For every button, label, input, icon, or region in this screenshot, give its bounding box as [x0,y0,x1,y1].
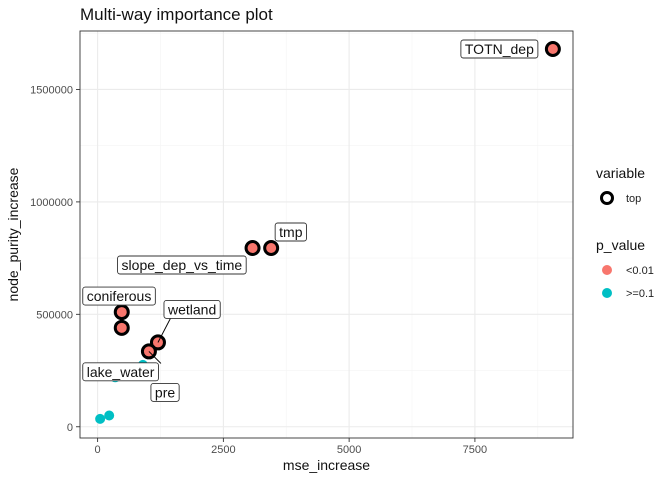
x-tick-label: 5000 [337,444,361,456]
y-axis-title: node_purity_increase [5,167,21,301]
plot-panel [80,31,573,438]
legend-label-p-lt-001: <0.01 [626,265,654,277]
x-tick-label: 2500 [211,444,235,456]
label-text: TOTN_dep [465,41,534,57]
x-tick-label: 7500 [463,444,487,456]
legend-title-p-value: p_value [596,237,645,253]
y-tick-label: 1000000 [30,197,73,209]
point-label-slope_dep_vs_time: slope_dep_vs_time [117,255,247,275]
label-box [82,362,159,382]
legend-label-p-ge-01: >=0.1 [626,288,654,300]
label-box [150,382,180,402]
point-label-tmp: tmp [274,222,307,242]
point-label-TOTN_dep: TOTN_dep [460,39,539,59]
y-tick-label: 1500000 [30,84,73,96]
panel-background [80,31,573,438]
point-label-wetland: wetland [157,299,221,343]
label-box [274,222,307,242]
point-label-lake_water: lake_water [82,362,159,382]
y-tick-label: 0 [67,422,73,434]
label-box [163,299,221,319]
label-box [82,286,156,306]
legend-key-p-ge-01 [602,288,612,298]
y-tick-label: 500000 [36,309,73,321]
x-axis-ticks: 0 2500 5000 7500 [95,438,487,456]
data-point-top-slope_dep_vs_time [244,239,261,256]
x-tick-label: 0 [95,444,101,456]
data-point [104,410,115,421]
point-label-pre: pre [148,351,180,402]
x-axis-title: mse_increase [283,457,370,473]
y-axis-ticks: 0 500000 1000000 1500000 [30,84,80,434]
data-point-top-lake_water [113,319,130,336]
label-leader-line [148,351,162,364]
legend-label-top: top [626,193,641,205]
data-point-top-TOTN_dep [544,40,561,57]
legend: variable top p_value <0.01 >=0.1 [596,165,654,300]
label-text: coniferous [87,288,152,304]
legend-title-variable: variable [596,165,645,181]
point-label-coniferous: coniferous [82,286,156,306]
chart-title: Multi-way importance plot [80,5,273,24]
legend-key-top-ring [600,191,614,205]
data-point-top-coniferous [113,304,130,321]
label-text: wetland [167,301,216,317]
data-point [95,413,106,424]
label-text: tmp [279,224,303,240]
label-text: lake_water [87,364,155,380]
legend-key-p-lt-001 [602,265,612,275]
data-point-top-tmp [263,239,280,256]
label-leader-line [157,315,173,343]
label-box [117,255,247,275]
plot-panel-border [79,30,574,439]
label-text: slope_dep_vs_time [122,257,243,273]
label-text: pre [155,384,175,400]
label-box [460,39,539,59]
gridlines [80,31,573,438]
